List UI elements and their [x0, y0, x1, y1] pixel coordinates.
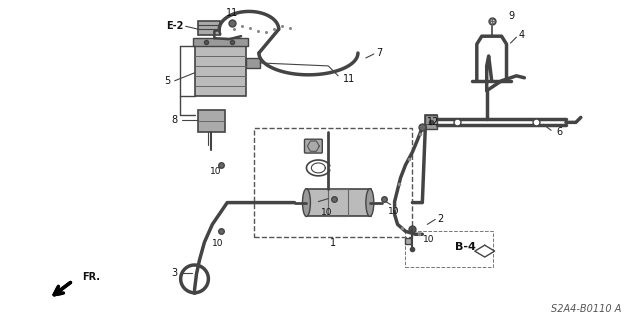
Bar	[426, 116, 437, 129]
Text: 12: 12	[428, 117, 440, 127]
Text: S2A4-B0110 A: S2A4-B0110 A	[551, 304, 621, 314]
Text: 2: 2	[437, 214, 444, 224]
Text: 10: 10	[423, 235, 435, 244]
Text: 10: 10	[388, 207, 399, 216]
Text: 10: 10	[212, 239, 223, 248]
Text: 11: 11	[343, 74, 355, 84]
Ellipse shape	[303, 189, 310, 216]
Bar	[193, 38, 248, 46]
Text: 11: 11	[226, 8, 238, 19]
Bar	[246, 58, 260, 68]
Bar	[198, 110, 225, 132]
Text: 8: 8	[172, 116, 178, 125]
Text: 3: 3	[172, 268, 178, 278]
Text: 9: 9	[509, 12, 515, 21]
Text: B-4: B-4	[455, 242, 476, 252]
Text: E-2: E-2	[166, 21, 184, 31]
Text: FR.: FR.	[83, 272, 100, 282]
Text: 1: 1	[330, 238, 336, 248]
Text: 5: 5	[164, 76, 171, 86]
Text: 10: 10	[321, 208, 332, 217]
Bar	[406, 231, 493, 267]
FancyBboxPatch shape	[305, 139, 323, 153]
Bar	[198, 21, 220, 35]
Text: 10: 10	[209, 167, 221, 176]
Ellipse shape	[366, 189, 374, 216]
Text: 7: 7	[376, 48, 382, 58]
Bar	[426, 116, 437, 129]
Bar	[254, 128, 412, 237]
Text: 4: 4	[518, 30, 525, 40]
Text: 6: 6	[556, 127, 562, 137]
Bar	[195, 46, 246, 96]
Bar	[307, 189, 371, 216]
